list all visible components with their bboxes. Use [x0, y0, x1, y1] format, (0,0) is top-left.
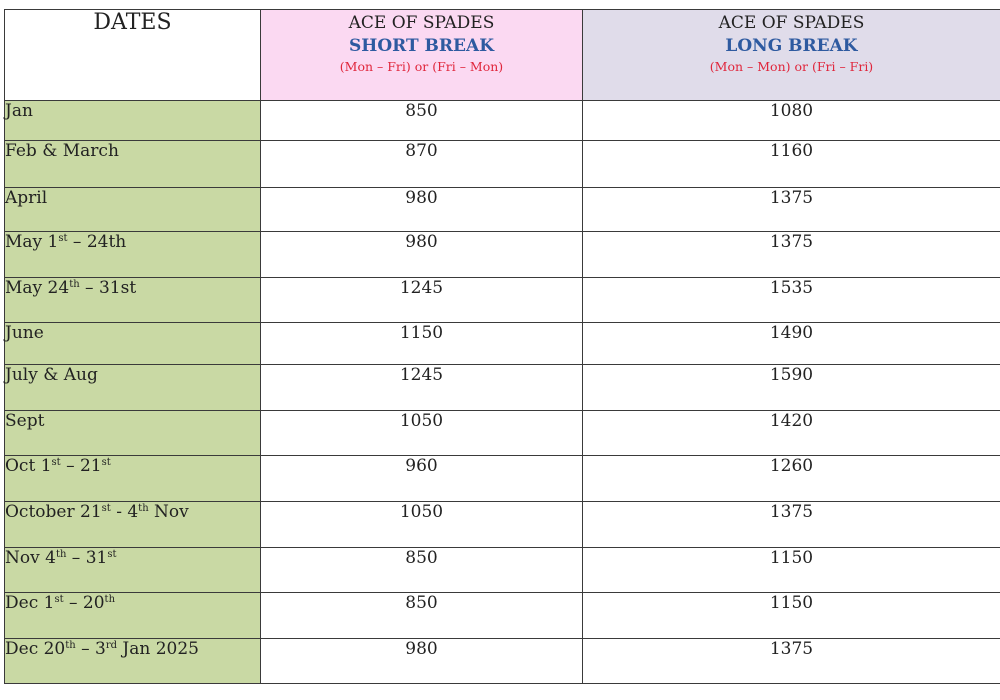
long-break-price: 1160 — [582, 140, 1000, 188]
long-break-price: 1150 — [582, 592, 1000, 639]
date-text: Feb & March — [5, 141, 119, 161]
date-cell: May 1st – 24th — [4, 231, 261, 278]
short-break-price: 980 — [260, 187, 583, 232]
table-row: Dec 20th – 3rd Jan 2025 980 1375 — [4, 638, 1000, 684]
long-break-price: 1590 — [582, 364, 1000, 411]
long-break-price: 1375 — [582, 638, 1000, 684]
long-break-price: 1080 — [582, 100, 1000, 141]
short-break-price: 960 — [260, 455, 583, 502]
date-cell: Sept — [4, 410, 261, 456]
date-cell: July & Aug — [4, 364, 261, 411]
table-row: June 1150 1490 — [4, 322, 1000, 365]
long-break-header: ACE OF SPADES LONG BREAK (Mon – Mon) or … — [582, 9, 1000, 101]
date-ordinal: st — [54, 594, 64, 605]
long-break-price: 1375 — [582, 187, 1000, 232]
date-ordinal: rd — [105, 640, 118, 651]
date-text: May 1 — [5, 232, 59, 252]
date-text: July & Aug — [5, 365, 98, 385]
table-row: Feb & March 870 1160 — [4, 140, 1000, 188]
short-break-label: SHORT BREAK — [349, 36, 494, 56]
long-break-label: LONG BREAK — [725, 36, 858, 56]
table-row: July & Aug 1245 1590 — [4, 364, 1000, 411]
short-break-price: 850 — [260, 592, 583, 639]
date-text: Nov — [148, 502, 189, 522]
date-text: – 21 — [60, 456, 102, 476]
date-ordinal: th — [65, 640, 76, 651]
date-ordinal: st — [101, 457, 111, 468]
date-text: – 24th — [67, 232, 127, 252]
date-text: Oct 1 — [5, 456, 52, 476]
date-cell: May 24th – 31st — [4, 277, 261, 323]
date-ordinal: th — [104, 594, 116, 605]
table-row: Jan 850 1080 — [4, 100, 1000, 141]
date-text: Jan 2025 — [117, 639, 200, 659]
date-text: Dec 20 — [5, 639, 66, 659]
long-break-price: 1375 — [582, 501, 1000, 548]
table-row: October 21st - 4th Nov 1050 1375 — [4, 501, 1000, 548]
long-break-price: 1490 — [582, 322, 1000, 365]
long-break-days: (Mon – Mon) or (Fri – Fri) — [709, 59, 874, 74]
date-ordinal: st — [58, 233, 68, 244]
date-ordinal: st — [107, 549, 117, 560]
date-cell: Feb & March — [4, 140, 261, 188]
long-break-price: 1375 — [582, 231, 1000, 278]
short-break-price: 1245 — [260, 277, 583, 323]
table-row: Oct 1st – 21st 960 1260 — [4, 455, 1000, 502]
short-break-price: 980 — [260, 231, 583, 278]
date-cell: June — [4, 322, 261, 365]
date-cell: Oct 1st – 21st — [4, 455, 261, 502]
table-row: May 1st – 24th 980 1375 — [4, 231, 1000, 278]
long-break-price: 1260 — [582, 455, 1000, 502]
date-text: June — [5, 323, 44, 343]
date-text: Sept — [5, 411, 45, 431]
table-row: May 24th – 31st 1245 1535 — [4, 277, 1000, 323]
date-text: – 31st — [79, 278, 137, 298]
date-text: April — [5, 188, 48, 208]
date-ordinal: th — [55, 549, 67, 560]
date-ordinal: st — [101, 503, 111, 514]
date-cell: Dec 1st – 20th — [4, 592, 261, 639]
table-row: Sept 1050 1420 — [4, 410, 1000, 456]
long-break-price: 1150 — [582, 547, 1000, 593]
table-row: Dec 1st – 20th 850 1150 — [4, 592, 1000, 639]
short-break-price: 980 — [260, 638, 583, 684]
date-cell: Jan — [4, 100, 261, 141]
date-cell: Nov 4th – 31st — [4, 547, 261, 593]
date-cell: April — [4, 187, 261, 232]
short-break-price: 850 — [260, 547, 583, 593]
short-break-title: ACE OF SPADES — [348, 13, 495, 33]
short-break-price: 850 — [260, 100, 583, 141]
date-text: - 4 — [110, 502, 139, 522]
date-cell: Dec 20th – 3rd Jan 2025 — [4, 638, 261, 684]
long-break-title: ACE OF SPADES — [718, 13, 865, 33]
table-row: Nov 4th – 31st 850 1150 — [4, 547, 1000, 593]
date-text: – 31 — [66, 548, 108, 568]
short-break-price: 870 — [260, 140, 583, 188]
date-text: October 21 — [5, 502, 102, 522]
short-break-days: (Mon – Fri) or (Fri – Mon) — [339, 59, 504, 74]
date-ordinal: st — [51, 457, 61, 468]
date-text: Jan — [5, 101, 33, 121]
short-break-price: 1150 — [260, 322, 583, 365]
long-break-price: 1535 — [582, 277, 1000, 323]
long-break-price: 1420 — [582, 410, 1000, 456]
table-row: April 980 1375 — [4, 187, 1000, 232]
date-ordinal: th — [69, 279, 80, 290]
short-break-price: 1245 — [260, 364, 583, 411]
short-break-price: 1050 — [260, 501, 583, 548]
header-row: DATES ACE OF SPADES SHORT BREAK (Mon – F… — [4, 9, 1000, 101]
date-text: May 24 — [5, 278, 70, 298]
date-text: Nov 4 — [5, 548, 56, 568]
rates-table: DATES ACE OF SPADES SHORT BREAK (Mon – F… — [4, 9, 1000, 684]
short-break-header: ACE OF SPADES SHORT BREAK (Mon – Fri) or… — [260, 9, 583, 101]
date-text: Dec 1 — [5, 593, 55, 613]
short-break-price: 1050 — [260, 410, 583, 456]
date-text: – 20 — [63, 593, 105, 613]
date-text: – 3 — [75, 639, 106, 659]
date-cell: October 21st - 4th Nov — [4, 501, 261, 548]
dates-header: DATES — [4, 9, 261, 101]
date-ordinal: th — [138, 503, 149, 514]
